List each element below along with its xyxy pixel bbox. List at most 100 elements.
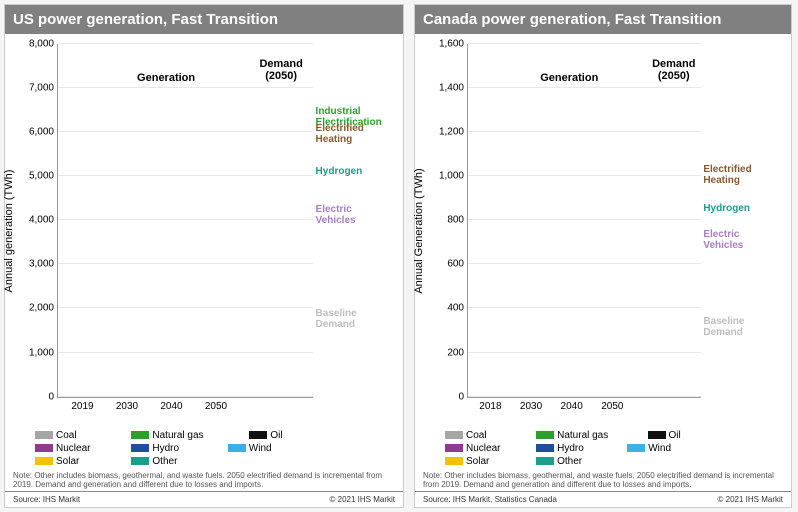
ytick-label: 5,000: [29, 171, 54, 182]
legend-item: Coal: [35, 430, 121, 441]
us-legend: Coal Natural gas Oil Nuclear Hydro Wind Solar O…: [5, 428, 403, 471]
legend-item: Wind: [627, 443, 715, 454]
legend-label: Nuclear: [466, 443, 500, 454]
xtick-label: 2019: [71, 401, 93, 412]
legend-label: Solar: [466, 456, 489, 467]
legend-item: Nuclear: [445, 443, 526, 454]
legend-swatch: [445, 457, 463, 465]
canada-note: Note: Other includes biomass, geothermal…: [415, 471, 791, 491]
legend-swatch: [35, 457, 53, 465]
legend-swatch: [249, 431, 267, 439]
ytick-label: 600: [447, 259, 464, 270]
legend-swatch: [131, 431, 149, 439]
legend-label: Nuclear: [56, 443, 90, 454]
legend-swatch: [648, 431, 666, 439]
legend-item: Coal: [445, 430, 526, 441]
legend-item: Natural gas: [131, 430, 239, 441]
section-generation-label: Generation: [137, 72, 195, 84]
legend-item: Solar: [35, 456, 121, 467]
legend-label: Wind: [648, 443, 671, 454]
xtick-label: 2030: [520, 401, 542, 412]
section-generation-label: Generation: [540, 72, 598, 84]
canada-source: Source: IHS Markit, Statistics Canada: [423, 495, 557, 504]
xtick-label: 2030: [116, 401, 138, 412]
ytick-label: 1,600: [439, 39, 464, 50]
legend-label: Oil: [270, 430, 282, 441]
us-source: Source: IHS Markit: [13, 495, 80, 504]
legend-label: Natural gas: [152, 430, 203, 441]
ytick-label: 200: [447, 347, 464, 358]
ytick-label: 0: [48, 391, 54, 402]
legend-item: Hydro: [536, 443, 617, 454]
ytick-label: 1,000: [29, 347, 54, 358]
canada-copyright: © 2021 IHS Markit: [718, 495, 783, 504]
us-ylabel: Annual generation (TWh): [3, 169, 15, 292]
demand-category-label: Hydrogen: [316, 166, 363, 177]
us-footer: Source: IHS Markit © 2021 IHS Markit: [5, 491, 403, 507]
ytick-label: 2,000: [29, 303, 54, 314]
canada-ylabel: Annual Generation (TWh): [413, 168, 425, 293]
ytick-label: 6,000: [29, 127, 54, 138]
legend-swatch: [35, 444, 53, 452]
canada-title: Canada power generation, Fast Transition: [415, 5, 791, 34]
legend-swatch: [445, 431, 463, 439]
ytick-label: 800: [447, 215, 464, 226]
ytick-label: 400: [447, 303, 464, 314]
ytick-label: 8,000: [29, 39, 54, 50]
canada-footer: Source: IHS Markit, Statistics Canada © …: [415, 491, 791, 507]
demand-category-label: BaselineDemand: [703, 316, 744, 338]
legend-swatch: [445, 444, 463, 452]
legend-item: Solar: [445, 456, 526, 467]
legend-label: Coal: [56, 430, 77, 441]
demand-category-label: Hydrogen: [703, 203, 750, 214]
legend-swatch: [536, 457, 554, 465]
section-demand-label: Demand(2050): [652, 58, 695, 82]
legend-label: Hydro: [557, 443, 584, 454]
demand-category-label: ElectrifiedHeating: [703, 164, 751, 186]
legend-item: Other: [131, 456, 217, 467]
legend-swatch: [627, 444, 645, 452]
demand-category-label: BaselineDemand: [316, 308, 357, 330]
us-title: US power generation, Fast Transition: [5, 5, 403, 34]
ytick-label: 0: [458, 391, 464, 402]
legend-label: Solar: [56, 456, 79, 467]
legend-item: Other: [536, 456, 617, 467]
legend-swatch: [131, 457, 149, 465]
ytick-label: 1,000: [439, 171, 464, 182]
xtick-label: 2018: [479, 401, 501, 412]
legend-item: Wind: [228, 443, 322, 454]
canada-chart-area: Annual Generation (TWh) 02004006008001,0…: [415, 34, 791, 428]
legend-label: Wind: [249, 443, 272, 454]
canada-legend: Coal Natural gas Oil Nuclear Hydro Wind Solar O…: [415, 428, 791, 471]
ytick-label: 4,000: [29, 215, 54, 226]
legend-label: Other: [152, 456, 177, 467]
ytick-label: 1,200: [439, 127, 464, 138]
legend-swatch: [536, 431, 554, 439]
ytick-label: 7,000: [29, 83, 54, 94]
ytick-label: 1,400: [439, 83, 464, 94]
us-note: Note: Other includes biomass, geothermal…: [5, 471, 403, 491]
xtick-label: 2040: [561, 401, 583, 412]
section-demand-label: Demand(2050): [259, 58, 302, 82]
legend-swatch: [228, 444, 246, 452]
legend-label: Hydro: [152, 443, 179, 454]
legend-item: Natural gas: [536, 430, 637, 441]
us-copyright: © 2021 IHS Markit: [330, 495, 395, 504]
canada-plot: 02004006008001,0001,2001,4001,600Generat…: [467, 44, 701, 398]
xtick-label: 2050: [205, 401, 227, 412]
demand-category-label: ElectricVehicles: [703, 229, 743, 251]
legend-label: Natural gas: [557, 430, 608, 441]
legend-item: Oil: [648, 430, 716, 441]
legend-swatch: [131, 444, 149, 452]
demand-category-label: ElectricVehicles: [316, 204, 356, 226]
legend-label: Coal: [466, 430, 487, 441]
us-chart-area: Annual generation (TWh) 0 1,000 2,000 3,000…: [5, 34, 403, 428]
ytick-label: 3,000: [29, 259, 54, 270]
us-panel: US power generation, Fast Transition Ann…: [4, 4, 404, 508]
legend-label: Oil: [669, 430, 681, 441]
legend-swatch: [536, 444, 554, 452]
demand-category-label: ElectrifiedHeating: [316, 123, 364, 145]
legend-label: Other: [557, 456, 582, 467]
legend-item: Nuclear: [35, 443, 121, 454]
legend-swatch: [35, 431, 53, 439]
